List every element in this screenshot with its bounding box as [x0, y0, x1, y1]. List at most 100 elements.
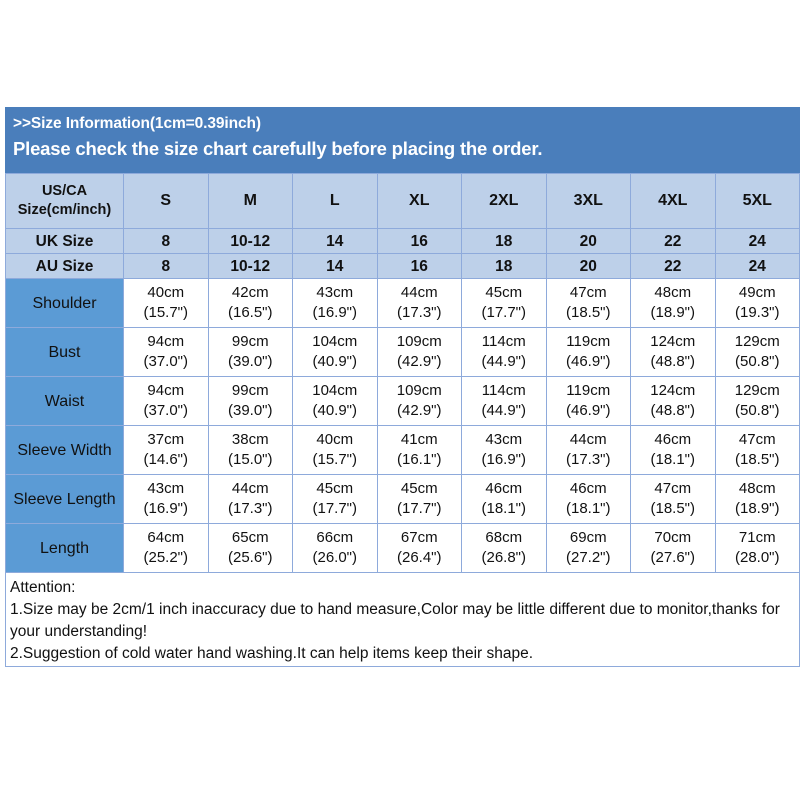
measurement-cm: 109cm	[396, 381, 442, 399]
corner-label-line-1: US/CA	[41, 183, 88, 200]
size-header-xl: XL	[376, 173, 462, 230]
table-row: Waist 94cm (37.0") 99cm (39.0") 104cm (40.9") 1…	[5, 376, 800, 427]
table-cell: 94cm (37.0")	[123, 327, 209, 378]
table-cell: 99cm (39.0")	[207, 376, 293, 427]
measurement-cm: 124cm	[650, 381, 696, 399]
table-cell: 46cm (18.1")	[630, 425, 716, 476]
table-cell: 18	[461, 253, 547, 280]
measurement-inch: (18.1")	[650, 451, 695, 469]
table-cell: 16	[376, 228, 462, 255]
row-label-bust: Bust	[5, 327, 124, 378]
measurement-inch: (17.3")	[396, 304, 442, 322]
table-header-row: US/CA Size(cm/inch) S M L XL 2XL 3XL 4XL 5XL	[5, 173, 800, 230]
measurement-inch: (17.3")	[565, 451, 611, 469]
attention-note-1: 1.Size may be 2cm/1 inch inaccuracy due …	[10, 601, 780, 641]
row-label-sleeve-length: Sleeve Length	[5, 474, 124, 525]
measurement-cm: 129cm	[734, 332, 780, 350]
table-cell: 47cm (18.5")	[545, 278, 631, 329]
measurement-cm: 65cm	[231, 528, 269, 546]
size-information-banner: >>Size Information(1cm=0.39inch) Please …	[5, 107, 800, 174]
row-label-shoulder: Shoulder	[5, 278, 124, 329]
table-cell: 37cm (14.6")	[123, 425, 209, 476]
measurement-inch: (19.3")	[734, 304, 780, 322]
table-cell: 38cm (15.0")	[207, 425, 293, 476]
measurement-cm: 99cm	[231, 381, 269, 399]
table-cell: 40cm (15.7")	[292, 425, 378, 476]
table-cell: 104cm (40.9")	[292, 376, 378, 427]
table-cell: 124cm (48.8")	[630, 327, 716, 378]
measurement-inch: (18.1")	[565, 500, 611, 518]
table-cell: 109cm (42.9")	[376, 327, 462, 378]
measurement-inch: (16.9")	[312, 304, 357, 322]
measurement-inch: (15.7")	[143, 304, 188, 322]
table-cell: 18	[461, 228, 547, 255]
measurement-cm: 43cm	[147, 479, 185, 497]
size-header-l: L	[292, 173, 378, 230]
table-cell: 129cm (50.8")	[714, 327, 800, 378]
measurement-cm: 124cm	[650, 332, 696, 350]
measurement-cm: 119cm	[566, 381, 611, 399]
size-header-m: M	[207, 173, 293, 230]
attention-box: Attention: 1.Size may be 2cm/1 inch inac…	[5, 573, 800, 668]
table-cell: 45cm (17.7")	[292, 474, 378, 525]
header-corner-label: US/CA Size(cm/inch)	[5, 173, 124, 230]
table-cell: 99cm (39.0")	[207, 327, 293, 378]
measurement-cm: 67cm	[400, 528, 438, 546]
table-row: Bust 94cm (37.0") 99cm (39.0") 104cm (40.9") 10…	[5, 327, 800, 378]
size-header-2xl: 2XL	[461, 173, 547, 230]
table-cell: 124cm (48.8")	[630, 376, 716, 427]
measurement-cm: 94cm	[147, 332, 185, 350]
size-header-5xl: 5XL	[714, 173, 800, 230]
table-cell: 104cm (40.9")	[292, 327, 378, 378]
table-cell: 43cm (16.9")	[292, 278, 378, 329]
measurement-cm: 44cm	[231, 479, 269, 497]
measurement-cm: 38cm	[231, 430, 269, 448]
table-cell: 46cm (18.1")	[461, 474, 547, 525]
table-cell: 20	[545, 228, 631, 255]
table-cell: 44cm (17.3")	[207, 474, 293, 525]
measurement-inch: (40.9")	[312, 353, 357, 371]
measurement-inch: (15.7")	[312, 451, 357, 469]
table-cell: 41cm (16.1")	[376, 425, 462, 476]
measurement-cm: 45cm	[316, 479, 354, 497]
measurement-inch: (16.9")	[481, 451, 526, 469]
measurement-cm: 68cm	[485, 528, 523, 546]
measurement-cm: 42cm	[231, 283, 269, 301]
table-cell: 14	[292, 228, 378, 255]
table-cell: 48cm (18.9")	[714, 474, 800, 525]
attention-title: Attention:	[10, 579, 76, 597]
table-cell: 10-12	[207, 228, 293, 255]
table-cell: 109cm (42.9")	[376, 376, 462, 427]
measurement-cm: 47cm	[738, 430, 776, 448]
measurement-cm: 46cm	[569, 479, 607, 497]
measurement-inch: (26.8")	[481, 549, 526, 567]
measurement-inch: (44.9")	[481, 402, 526, 420]
size-header-4xl: 4XL	[630, 173, 716, 230]
measurement-inch: (42.9")	[396, 353, 442, 371]
row-label-waist: Waist	[5, 376, 124, 427]
row-label-sleeve-width: Sleeve Width	[5, 425, 124, 476]
measurement-inch: (46.9")	[565, 353, 611, 371]
measurement-cm: 94cm	[147, 381, 185, 399]
table-cell: 10-12	[207, 253, 293, 280]
size-chart-container: >>Size Information(1cm=0.39inch) Please …	[5, 107, 800, 668]
measurement-cm: 43cm	[316, 283, 354, 301]
measurement-inch: (16.5")	[227, 304, 273, 322]
measurement-inch: (18.5")	[650, 500, 695, 518]
corner-label-line-2: Size(cm/inch)	[17, 202, 112, 219]
measurement-inch: (26.0")	[312, 549, 357, 567]
measurement-cm: 46cm	[654, 430, 692, 448]
table-cell: 70cm (27.6")	[630, 523, 716, 574]
measurement-cm: 46cm	[485, 479, 523, 497]
measurement-inch: (16.1")	[396, 451, 442, 469]
table-cell: 66cm (26.0")	[292, 523, 378, 574]
table-cell: 40cm (15.7")	[123, 278, 209, 329]
measurement-cm: 71cm	[738, 528, 776, 546]
measurement-inch: (27.6")	[650, 549, 695, 567]
measurement-inch: (40.9")	[312, 402, 357, 420]
table-cell: 48cm (18.9")	[630, 278, 716, 329]
table-row: Shoulder 40cm (15.7") 42cm (16.5") 43cm (16.9"…	[5, 278, 800, 329]
measurement-cm: 45cm	[400, 479, 438, 497]
table-row: AU Size 8 10-12 14 16 18 20 22 24	[5, 253, 800, 280]
measurement-inch: (48.8")	[650, 402, 695, 420]
